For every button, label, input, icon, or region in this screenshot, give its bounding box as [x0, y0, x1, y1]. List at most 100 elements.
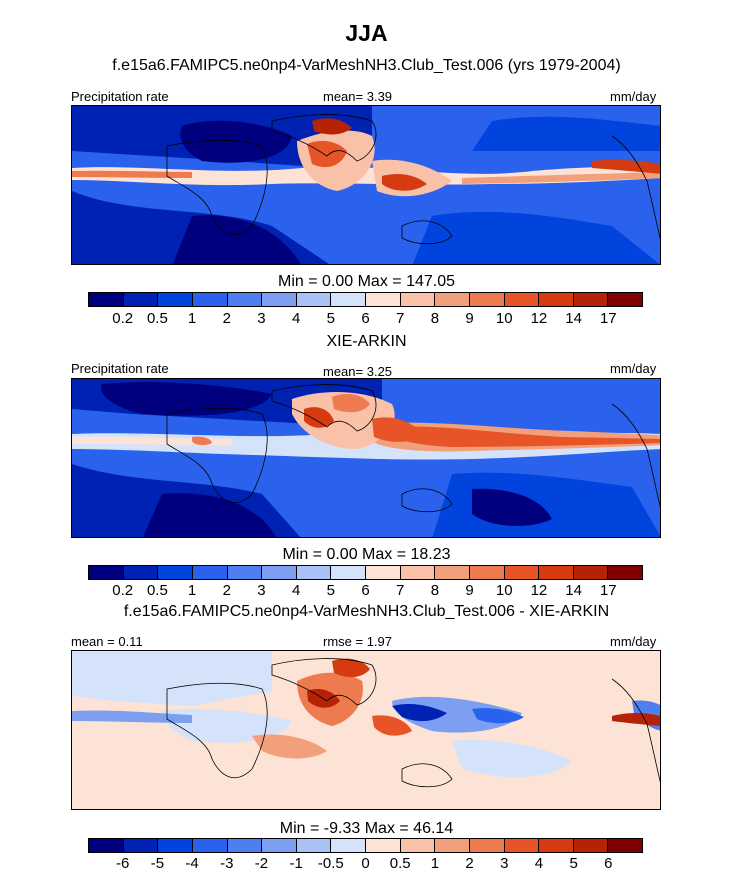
colorbar-swatch — [504, 566, 540, 579]
colorbar-tick-label: 0.5 — [389, 855, 411, 872]
colorbar-tick-label: 1 — [187, 582, 197, 599]
colorbar-swatch — [296, 839, 332, 852]
colorbar-swatch — [504, 839, 540, 852]
colorbar-swatch — [227, 293, 263, 306]
colorbar-swatch — [262, 839, 297, 852]
colorbar-tick-label: 7 — [396, 582, 405, 599]
panel3-mean-label: mean = 0.11 — [71, 634, 143, 649]
colorbar-tick-label: 17 — [599, 582, 617, 599]
colorbar-tick-label: 8 — [430, 310, 440, 327]
colorbar-tick-label: 3 — [257, 310, 266, 327]
colorbar-tick-label: 5 — [326, 582, 335, 599]
colorbar-swatch — [123, 293, 159, 306]
panel1-colorbar — [88, 292, 643, 307]
panel3-rmse-label: rmse = 1.97 — [323, 634, 393, 649]
colorbar-swatch — [89, 839, 124, 852]
colorbar-tick-label: 12 — [530, 582, 548, 599]
colorbar-swatch — [573, 293, 609, 306]
panel3-map — [71, 650, 661, 810]
panel1-mean-label: mean= 3.39 — [323, 89, 393, 104]
colorbar-swatch — [123, 839, 159, 852]
colorbar-swatch — [573, 566, 609, 579]
panel1-units-label: mm/day — [610, 89, 657, 104]
colorbar-tick-label: 0.2 — [112, 310, 134, 327]
colorbar-swatch — [262, 293, 297, 306]
season-title: JJA — [345, 20, 388, 46]
colorbar-swatch — [539, 839, 574, 852]
panel2-left-label: Precipitation rate — [71, 361, 169, 376]
colorbar-tick-label: -5 — [150, 855, 165, 872]
panel2-units-label: mm/day — [610, 361, 657, 376]
colorbar-tick-label: 10 — [495, 582, 513, 599]
colorbar-tick-label: 3 — [257, 582, 266, 599]
colorbar-swatch — [227, 839, 263, 852]
panel2-colorbar-labels: 0.2 0.5 1 2 3 4 5 6 7 8 9 10 12 14 17 — [88, 582, 643, 600]
colorbar-swatch — [89, 566, 124, 579]
colorbar-swatch — [366, 566, 401, 579]
panel2-title: XIE-ARKIN — [326, 333, 407, 350]
colorbar-swatch — [262, 566, 297, 579]
colorbar-tick-label: 8 — [430, 582, 440, 599]
colorbar-swatch — [435, 293, 470, 306]
colorbar-swatch — [435, 566, 470, 579]
colorbar-tick-label: 5 — [569, 855, 578, 872]
colorbar-swatch — [366, 839, 401, 852]
colorbar-tick-label: 0 — [361, 855, 370, 872]
case-title: f.e15a6.FAMIPC5.ne0np4-VarMeshNH3.Club_T… — [112, 57, 621, 74]
colorbar-tick-label: -3 — [220, 855, 234, 872]
colorbar-swatch — [400, 293, 436, 306]
colorbar-swatch — [400, 566, 436, 579]
colorbar-swatch — [158, 566, 193, 579]
colorbar-swatch — [608, 839, 642, 852]
colorbar-swatch — [539, 566, 574, 579]
colorbar-tick-label: 6 — [604, 855, 613, 872]
colorbar-tick-label: -2 — [254, 855, 269, 872]
colorbar-swatch — [192, 293, 228, 306]
colorbar-tick-label: 0.5 — [146, 582, 168, 599]
colorbar-tick-label: 4 — [291, 310, 301, 327]
colorbar-tick-label: 4 — [534, 855, 544, 872]
colorbar-swatch — [608, 566, 642, 579]
colorbar-swatch — [608, 293, 642, 306]
panel3-units-label: mm/day — [610, 634, 657, 649]
colorbar-tick-label: 5 — [326, 310, 335, 327]
panel1-left-label: Precipitation rate — [71, 89, 169, 104]
panel3-colorbar — [88, 838, 643, 853]
panel1-minmax: Min = 0.00 Max = 147.05 — [278, 273, 455, 290]
colorbar-tick-label: -0.5 — [317, 855, 344, 872]
colorbar-tick-label: 3 — [500, 855, 509, 872]
colorbar-tick-label: -1 — [289, 855, 303, 872]
colorbar-swatch — [296, 566, 332, 579]
panel3-colorbar-labels: -6 -5 -4 -3 -2 -1 -0.5 0 0.5 1 2 3 4 5 6 — [88, 855, 643, 873]
colorbar-tick-label: 4 — [291, 582, 301, 599]
panel2-minmax: Min = 0.00 Max = 18.23 — [282, 546, 451, 563]
colorbar-swatch — [192, 566, 228, 579]
colorbar-tick-label: 1 — [187, 310, 197, 327]
colorbar-swatch — [435, 839, 470, 852]
colorbar-tick-label: 2 — [222, 310, 231, 327]
colorbar-tick-label: -6 — [116, 855, 130, 872]
colorbar-swatch — [158, 293, 193, 306]
colorbar-tick-label: 6 — [361, 582, 370, 599]
colorbar-swatch — [573, 839, 609, 852]
colorbar-swatch — [331, 566, 366, 579]
colorbar-swatch — [539, 293, 574, 306]
colorbar-tick-label: 10 — [495, 310, 513, 327]
colorbar-tick-label: -4 — [185, 855, 199, 872]
colorbar-swatch — [192, 839, 228, 852]
colorbar-tick-label: 9 — [465, 582, 474, 599]
colorbar-swatch — [469, 293, 505, 306]
colorbar-swatch — [366, 293, 401, 306]
panel3-minmax: Min = -9.33 Max = 46.14 — [279, 820, 454, 837]
colorbar-swatch — [296, 293, 332, 306]
colorbar-tick-label: 17 — [599, 310, 617, 327]
colorbar-tick-label: 6 — [361, 310, 370, 327]
colorbar-tick-label: 12 — [530, 310, 548, 327]
colorbar-tick-label: 9 — [465, 310, 474, 327]
colorbar-tick-label: 7 — [396, 310, 405, 327]
colorbar-swatch — [400, 839, 436, 852]
panel2-map — [71, 378, 661, 538]
colorbar-swatch — [469, 566, 505, 579]
panel1-colorbar-labels: 0.2 0.5 1 2 3 4 5 6 7 8 9 10 12 14 17 — [88, 310, 643, 328]
colorbar-tick-label: 14 — [565, 310, 582, 327]
